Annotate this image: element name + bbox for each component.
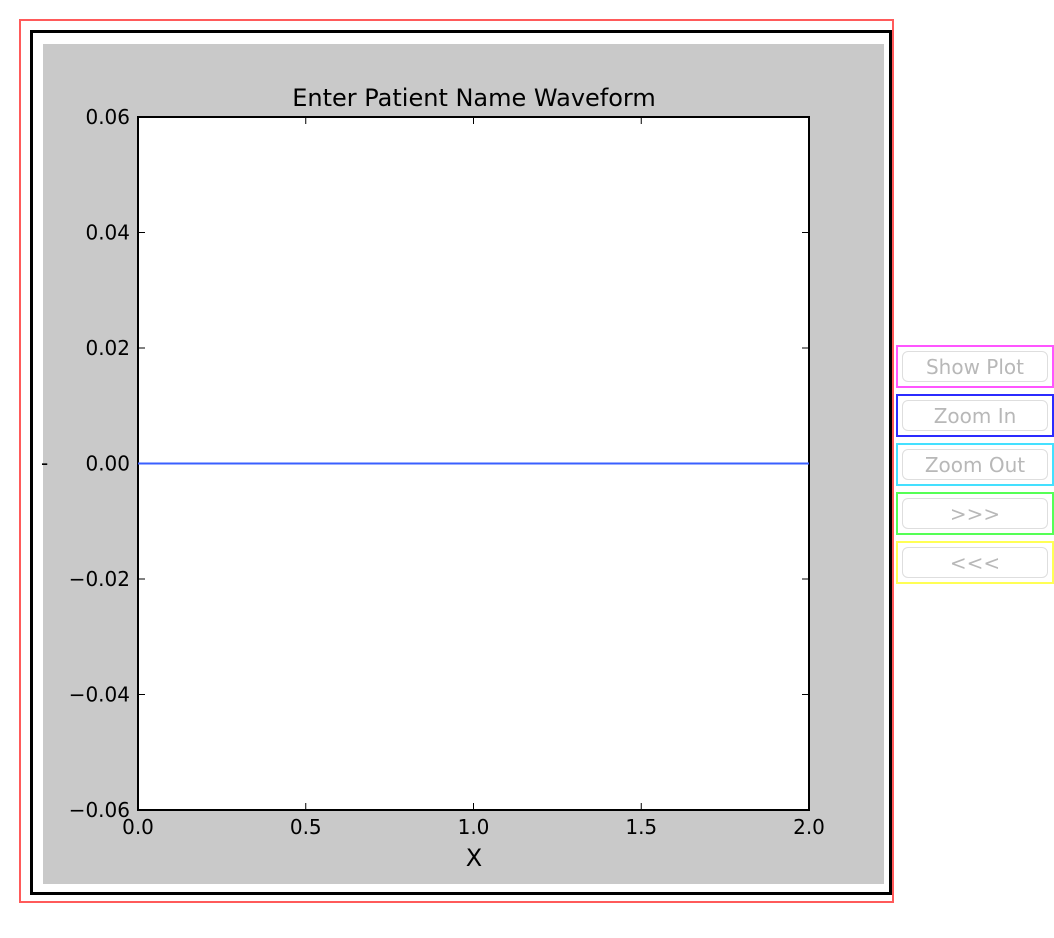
zoom-in-button[interactable]: Zoom In [902, 400, 1048, 431]
y-tick-label: −0.02 [69, 567, 130, 591]
y-axis-ticks: 0.06 0.04 0.02 0.00 −0.02 −0.04 −0.06 [69, 105, 809, 822]
chart-title: Enter Patient Name Waveform [292, 84, 656, 112]
show-plot-button[interactable]: Show Plot [902, 351, 1048, 382]
show-plot-frame: Show Plot [896, 345, 1054, 388]
left-marker: - [41, 451, 48, 475]
y-tick-label: −0.06 [69, 798, 130, 822]
y-tick-label: 0.00 [85, 452, 130, 476]
next-frame: >>> [896, 492, 1054, 535]
plot-container-frame [19, 19, 894, 903]
zoom-out-button[interactable]: Zoom Out [902, 449, 1048, 480]
x-tick-label: 0.5 [290, 815, 322, 839]
x-tick-label: 2.0 [793, 815, 825, 839]
y-tick-label: 0.04 [85, 221, 130, 245]
next-button[interactable]: >>> [902, 498, 1048, 529]
x-axis-label: X [466, 844, 482, 872]
x-tick-label: 1.5 [625, 815, 657, 839]
x-axis-ticks: 0.0 0.5 1.0 1.5 2.0 [122, 117, 825, 839]
y-tick-label: 0.02 [85, 336, 130, 360]
zoom-out-frame: Zoom Out [896, 443, 1054, 486]
y-tick-label: 0.06 [85, 105, 130, 129]
prev-button[interactable]: <<< [902, 547, 1048, 578]
y-tick-label: −0.04 [69, 683, 130, 707]
zoom-in-frame: Zoom In [896, 394, 1054, 437]
x-tick-label: 0.0 [122, 815, 154, 839]
x-tick-label: 1.0 [458, 815, 490, 839]
prev-frame: <<< [896, 541, 1054, 584]
